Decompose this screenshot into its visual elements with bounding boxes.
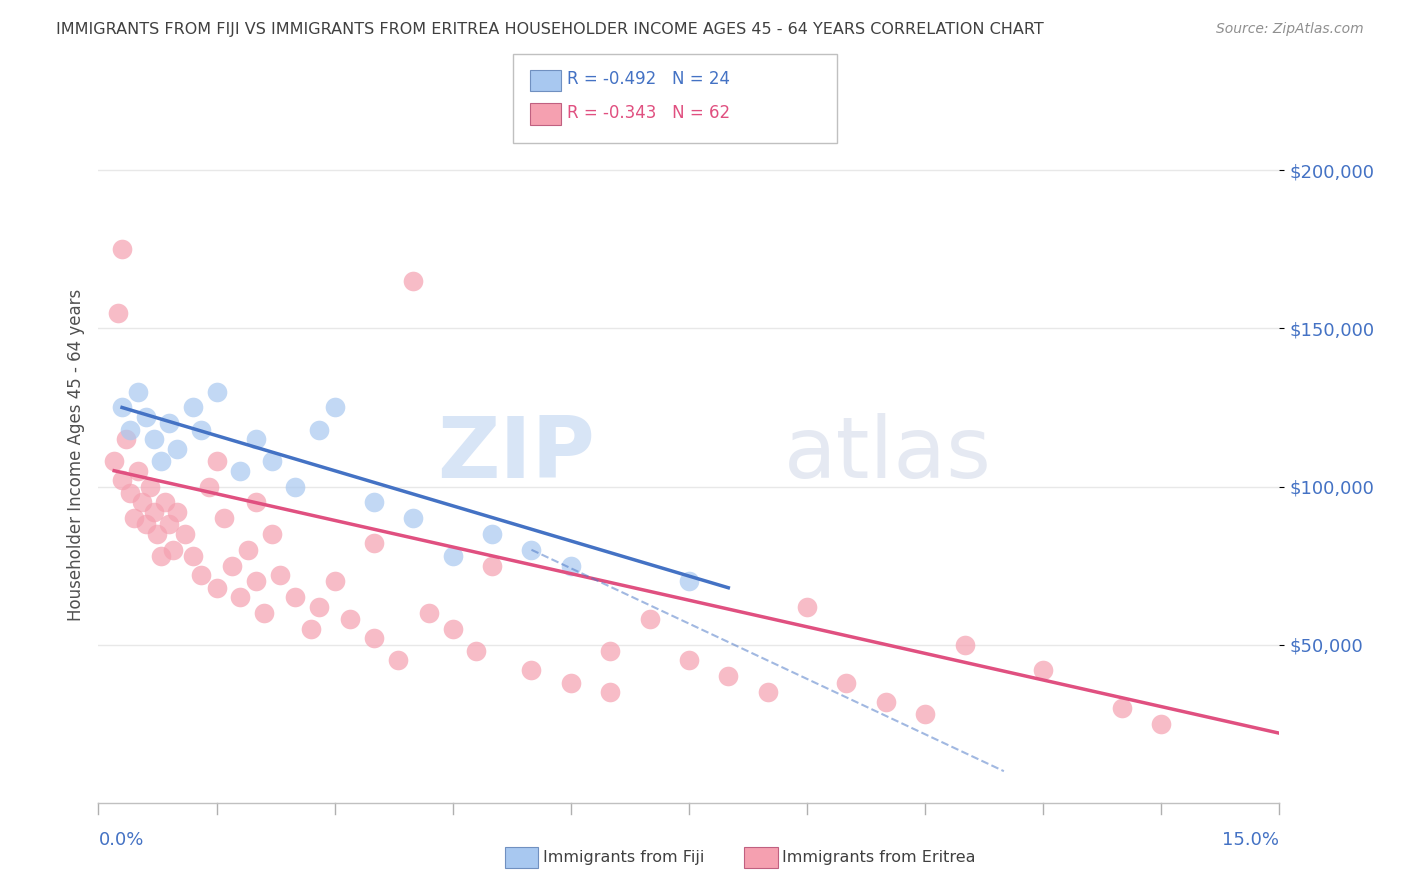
Point [441,622,464,636]
Point [796,599,818,614]
Text: Source: ZipAtlas.com: Source: ZipAtlas.com [1216,22,1364,37]
Point [190,568,212,582]
Point [111,401,134,415]
Point [1032,663,1054,677]
Point [253,606,276,620]
Point [118,423,141,437]
Point [1111,701,1133,715]
Point [205,581,228,595]
Point [481,527,503,541]
Point [118,486,141,500]
Point [245,432,267,446]
Point [260,454,283,468]
Point [441,549,464,563]
Point [181,401,204,415]
Point [363,632,385,646]
Text: R = -0.492   N = 24: R = -0.492 N = 24 [567,70,730,88]
Point [157,517,180,532]
Point [138,479,160,493]
Point [599,644,621,658]
Point [181,549,204,563]
Point [229,464,252,478]
Point [174,527,197,541]
Text: atlas: atlas [783,413,991,497]
Point [131,495,153,509]
Point [953,638,976,652]
Text: R = -0.343   N = 62: R = -0.343 N = 62 [567,104,730,122]
Point [1150,716,1173,731]
Point [418,606,440,620]
Point [142,505,165,519]
Point [323,401,346,415]
Point [717,669,740,683]
Text: Immigrants from Fiji: Immigrants from Fiji [543,850,704,864]
Point [245,574,267,589]
Point [678,574,700,589]
Text: 0.0%: 0.0% [98,830,143,848]
Point [520,663,543,677]
Point [245,495,267,509]
Point [363,536,385,550]
Point [363,495,385,509]
Point [127,464,149,478]
Point [308,599,330,614]
Point [205,384,228,399]
Point [150,454,173,468]
Point [122,511,145,525]
Point [638,612,661,626]
Text: Immigrants from Eritrea: Immigrants from Eritrea [782,850,976,864]
Point [299,622,322,636]
Point [520,542,543,557]
Point [229,591,252,605]
Point [111,243,134,257]
Point [402,511,425,525]
Point [260,527,283,541]
Point [155,495,177,509]
Point [197,479,219,493]
Y-axis label: Householder Income Ages 45 - 64 years: Householder Income Ages 45 - 64 years [66,289,84,621]
Point [190,423,212,437]
Point [560,558,582,573]
Point [135,409,157,424]
Point [402,274,425,288]
Point [308,423,330,437]
Point [162,542,184,557]
Point [115,432,138,446]
Point [678,653,700,667]
Point [150,549,173,563]
Point [107,305,129,319]
Point [269,568,291,582]
Point [560,675,582,690]
Point [221,558,243,573]
Point [387,653,409,667]
Point [599,685,621,699]
Point [127,384,149,399]
Point [875,695,897,709]
Point [111,473,134,487]
Point [214,511,236,525]
Point [323,574,346,589]
Point [205,454,228,468]
Point [142,432,165,446]
Point [166,505,188,519]
Point [284,591,307,605]
Point [166,442,188,456]
Point [756,685,779,699]
Point [465,644,488,658]
Point [835,675,858,690]
Text: 15.0%: 15.0% [1222,830,1279,848]
Text: IMMIGRANTS FROM FIJI VS IMMIGRANTS FROM ERITREA HOUSEHOLDER INCOME AGES 45 - 64 : IMMIGRANTS FROM FIJI VS IMMIGRANTS FROM … [56,22,1045,37]
Point [157,417,180,431]
Point [135,517,157,532]
Point [284,479,307,493]
Point [914,707,936,722]
Point [103,454,125,468]
Text: ZIP: ZIP [437,413,595,497]
Point [481,558,503,573]
Point [146,527,169,541]
Point [236,542,259,557]
Point [339,612,361,626]
